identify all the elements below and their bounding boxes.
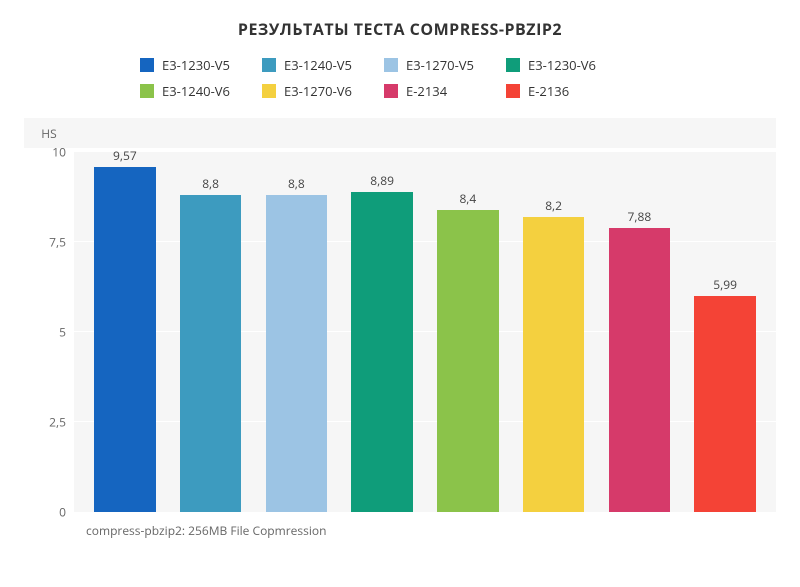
legend-swatch	[140, 84, 154, 98]
bar-slot: 8,2	[511, 217, 597, 512]
legend-label: E3-1230-V6	[528, 56, 596, 74]
bar: 5,99	[694, 296, 756, 512]
legend-label: E3-1270-V5	[406, 56, 474, 74]
y-axis-labels: 107,552,50	[24, 152, 74, 512]
bar-slot: 7,88	[597, 228, 683, 512]
bar-value-label: 7,88	[628, 208, 652, 225]
legend-swatch	[506, 58, 520, 72]
legend-item: E3-1270-V5	[384, 56, 488, 74]
legend-item: E-2134	[384, 82, 488, 100]
bar: 8,8	[266, 195, 328, 512]
bar-value-label: 8,4	[459, 190, 476, 207]
bar-slot: 8,8	[254, 195, 340, 512]
chart-body: HS 10 7,5 5 2,5 0 9,57 8,8 8,8 8,89 8,4 8,2 7,88 5,…	[24, 118, 776, 540]
legend-swatch	[506, 84, 520, 98]
y-tick-label: 7,5	[49, 234, 66, 251]
bar-slot: 8,4	[425, 210, 511, 512]
bar-value-label: 5,99	[713, 276, 737, 293]
legend-item: E3-1230-V6	[506, 56, 610, 74]
legend-label: E-2136	[528, 82, 569, 100]
legend: E3-1230-V5 E3-1240-V5 E3-1270-V5 E3-1230-V6…	[140, 56, 660, 100]
bar-slot: 9,57	[82, 167, 168, 512]
bar: 7,88	[609, 228, 671, 512]
legend-swatch	[384, 84, 398, 98]
legend-label: E3-1270-V6	[284, 82, 352, 100]
bar-value-label: 8,8	[288, 175, 305, 192]
legend-swatch	[140, 58, 154, 72]
legend-swatch	[262, 84, 276, 98]
y-tick-label: 5	[59, 324, 66, 341]
bar: 8,2	[523, 217, 585, 512]
legend-item: E3-1270-V6	[262, 82, 366, 100]
bar-value-label: 9,57	[113, 147, 137, 164]
bar-value-label: 8,2	[545, 197, 562, 214]
legend-item: E3-1240-V5	[262, 56, 366, 74]
plot-area: 9,57 8,8 8,8 8,89 8,4 8,2 7,88 5,99	[74, 152, 776, 512]
x-axis: compress-pbzip2: 256MB File Copmression	[74, 518, 776, 540]
bar: 8,89	[351, 192, 413, 512]
legend-swatch	[384, 58, 398, 72]
legend-label: E3-1240-V6	[162, 82, 230, 100]
x-axis-label: compress-pbzip2: 256MB File Copmression	[86, 522, 326, 539]
bar-slot: 5,99	[682, 296, 768, 512]
bar: 9,57	[94, 167, 156, 512]
legend-label: E3-1230-V5	[162, 56, 230, 74]
y-tick-label: 10	[52, 144, 66, 161]
legend-item: E3-1230-V5	[140, 56, 244, 74]
bar: 8,4	[437, 210, 499, 512]
y-axis-unit: HS	[24, 118, 74, 148]
plot-column: 9,57 8,8 8,8 8,89 8,4 8,2 7,88 5,99 compress-pb…	[74, 118, 776, 540]
bars-container: 9,57 8,8 8,8 8,89 8,4 8,2 7,88 5,99	[74, 152, 776, 512]
chart-title: РЕЗУЛЬТАТЫ ТЕСТА COMPRESS-PBZIP2	[24, 18, 776, 40]
legend-label: E3-1240-V5	[284, 56, 352, 74]
chart-container: РЕЗУЛЬТАТЫ ТЕСТА COMPRESS-PBZIP2 E3-1230…	[0, 0, 800, 560]
bar-slot: 8,89	[339, 192, 425, 512]
legend-item: E-2136	[506, 82, 610, 100]
legend-swatch	[262, 58, 276, 72]
bar-value-label: 8,89	[370, 172, 394, 189]
bar-value-label: 8,8	[202, 175, 219, 192]
y-tick-label: 2,5	[49, 414, 66, 431]
bar-slot: 8,8	[168, 195, 254, 512]
bar: 8,8	[180, 195, 242, 512]
legend-item: E3-1240-V6	[140, 82, 244, 100]
y-tick-label: 0	[59, 504, 66, 521]
y-axis: HS 10 7,5 5 2,5 0	[24, 118, 74, 540]
plot-header-spacer	[74, 118, 776, 148]
legend-label: E-2134	[406, 82, 447, 100]
